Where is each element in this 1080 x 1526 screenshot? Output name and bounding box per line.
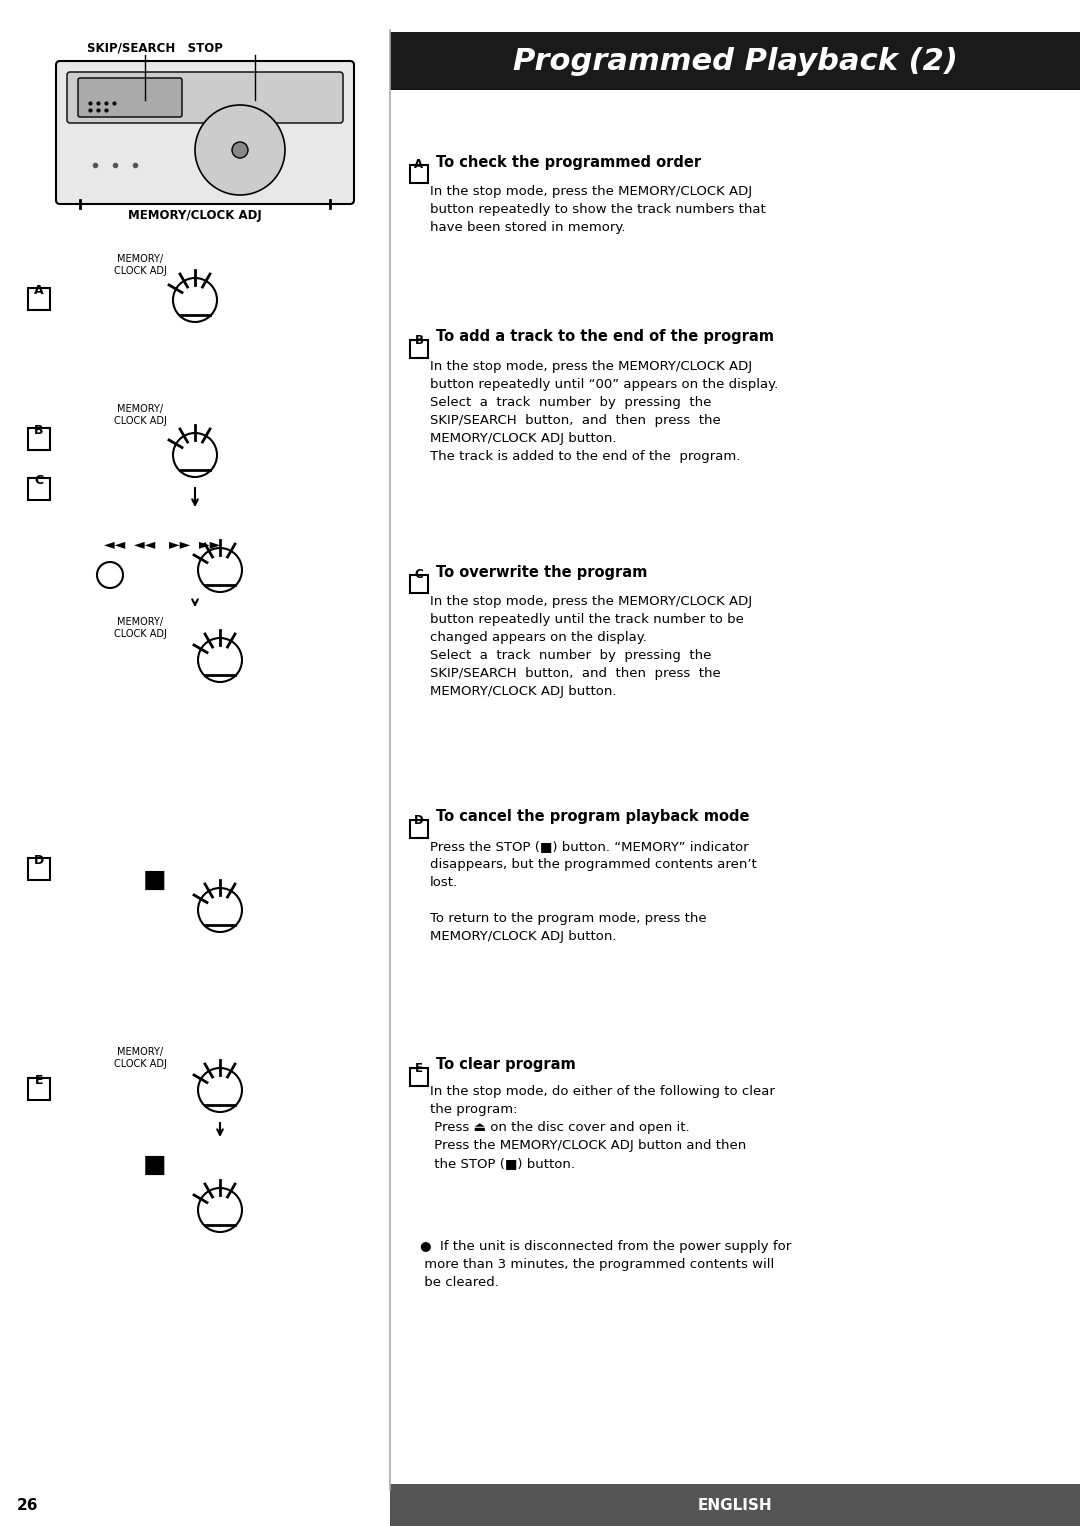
Circle shape — [198, 1068, 242, 1112]
Circle shape — [198, 638, 242, 682]
Circle shape — [198, 888, 242, 932]
Text: MEMORY/
CLOCK ADJ: MEMORY/ CLOCK ADJ — [113, 404, 166, 426]
Text: Press the STOP (■) button. “MEMORY” indicator
disappears, but the programmed con: Press the STOP (■) button. “MEMORY” indi… — [430, 839, 757, 943]
Text: To check the programmed order: To check the programmed order — [436, 154, 701, 169]
FancyBboxPatch shape — [410, 819, 428, 838]
Text: C: C — [415, 569, 423, 581]
Text: A: A — [415, 159, 423, 171]
Text: D: D — [33, 853, 44, 867]
Circle shape — [97, 562, 123, 588]
Bar — [390, 32, 1080, 90]
Text: ■: ■ — [144, 868, 166, 893]
Text: In the stop mode, press the MEMORY/CLOCK ADJ
button repeatedly until “00” appear: In the stop mode, press the MEMORY/CLOCK… — [430, 360, 779, 462]
Text: Programmed Playback (2): Programmed Playback (2) — [513, 47, 958, 76]
FancyBboxPatch shape — [28, 288, 50, 310]
FancyBboxPatch shape — [410, 1068, 428, 1087]
FancyBboxPatch shape — [410, 340, 428, 359]
FancyBboxPatch shape — [67, 72, 343, 124]
Bar — [390, 1483, 1080, 1526]
Circle shape — [232, 142, 248, 159]
Text: 26: 26 — [17, 1497, 39, 1512]
FancyBboxPatch shape — [410, 575, 428, 594]
FancyBboxPatch shape — [56, 61, 354, 204]
Text: SKIP/SEARCH   STOP: SKIP/SEARCH STOP — [87, 41, 222, 55]
Text: To clear program: To clear program — [436, 1058, 576, 1073]
Text: MEMORY/
CLOCK ADJ: MEMORY/ CLOCK ADJ — [113, 617, 166, 639]
FancyBboxPatch shape — [28, 858, 50, 881]
FancyBboxPatch shape — [28, 478, 50, 501]
Text: In the stop mode, press the MEMORY/CLOCK ADJ
button repeatedly to show the track: In the stop mode, press the MEMORY/CLOCK… — [430, 185, 766, 233]
Text: To overwrite the program: To overwrite the program — [436, 565, 647, 580]
Text: In the stop mode, do either of the following to clear
the program:
 Press ⏏ on t: In the stop mode, do either of the follo… — [430, 1085, 774, 1170]
Circle shape — [173, 433, 217, 478]
Text: MEMORY/
CLOCK ADJ: MEMORY/ CLOCK ADJ — [113, 255, 166, 276]
Text: ◄◄  ◄◄: ◄◄ ◄◄ — [105, 539, 156, 552]
Circle shape — [198, 548, 242, 592]
Text: To add a track to the end of the program: To add a track to the end of the program — [436, 330, 774, 345]
Circle shape — [173, 278, 217, 322]
FancyBboxPatch shape — [410, 165, 428, 183]
Circle shape — [195, 105, 285, 195]
Circle shape — [198, 1189, 242, 1231]
FancyBboxPatch shape — [78, 78, 183, 118]
FancyBboxPatch shape — [28, 427, 50, 450]
Text: B: B — [35, 424, 44, 436]
Text: MEMORY/CLOCK ADJ: MEMORY/CLOCK ADJ — [129, 209, 261, 221]
Text: E: E — [35, 1073, 43, 1087]
Text: B: B — [415, 334, 423, 346]
Text: D: D — [414, 813, 423, 827]
Text: ●  If the unit is disconnected from the power supply for
 more than 3 minutes, t: ● If the unit is disconnected from the p… — [420, 1241, 792, 1289]
FancyBboxPatch shape — [28, 1077, 50, 1100]
Text: MEMORY/
CLOCK ADJ: MEMORY/ CLOCK ADJ — [113, 1047, 166, 1068]
Text: E: E — [415, 1062, 423, 1074]
Text: ENGLISH: ENGLISH — [698, 1497, 772, 1512]
Text: C: C — [35, 473, 43, 487]
Text: A: A — [35, 284, 44, 296]
Text: ►►  ►►: ►► ►► — [170, 539, 220, 552]
Text: ■: ■ — [144, 1154, 166, 1177]
Text: To cancel the program playback mode: To cancel the program playback mode — [436, 809, 750, 824]
Text: In the stop mode, press the MEMORY/CLOCK ADJ
button repeatedly until the track n: In the stop mode, press the MEMORY/CLOCK… — [430, 595, 752, 697]
